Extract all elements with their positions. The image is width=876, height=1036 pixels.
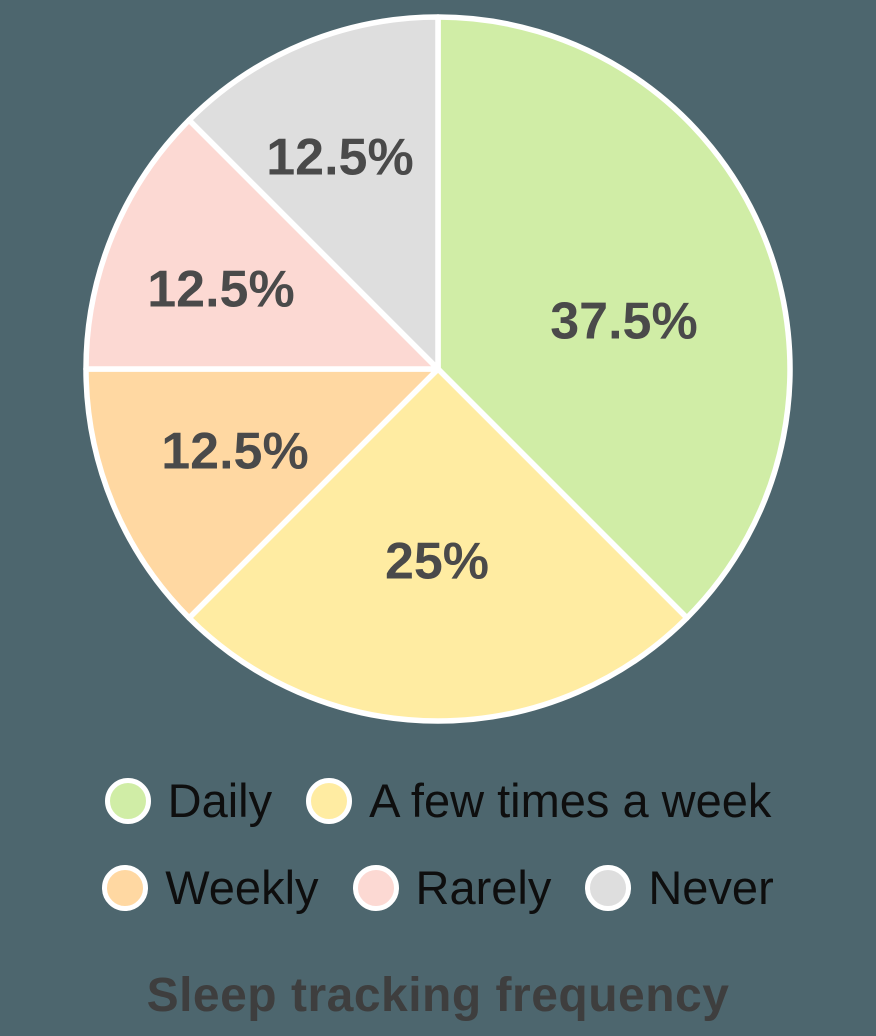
chart-legend: Daily A few times a week Weekly Rarely Never	[0, 772, 876, 917]
legend-label: A few times a week	[369, 774, 772, 827]
pie-slice-a-few-times-a-week	[186, 366, 690, 724]
legend-swatch-icon	[352, 864, 399, 911]
legend-swatch-icon	[306, 777, 353, 824]
legend-swatch-icon	[585, 864, 632, 911]
legend-label: Daily	[167, 774, 273, 827]
pie-slice-rarely	[83, 117, 441, 372]
legend-row-2: Weekly Rarely Never	[102, 859, 774, 916]
legend-item-weekly: Weekly	[102, 859, 319, 916]
chart-title: Sleep tracking frequency	[146, 969, 730, 1022]
legend-row-1: Daily A few times a week	[104, 772, 771, 829]
pie-slice-daily	[435, 14, 793, 621]
pie-label-never: 12.5%	[266, 129, 413, 187]
pie-label-a-few-times-a-week: 25%	[385, 533, 489, 591]
legend-item-daily: Daily	[104, 772, 273, 829]
legend-label: Rarely	[415, 861, 552, 915]
legend-label: Never	[648, 861, 774, 915]
pie-label-daily: 37.5%	[550, 293, 697, 351]
pie-chart: 37.5% 25% 12.5% 12.5% 12.5%	[83, 14, 793, 724]
legend-label: Weekly	[165, 861, 319, 915]
legend-swatch-icon	[104, 777, 151, 824]
legend-item-never: Never	[585, 859, 774, 916]
pie-label-weekly: 12.5%	[161, 423, 308, 481]
legend-item-a-few-times-a-week: A few times a week	[306, 772, 771, 829]
legend-item-rarely: Rarely	[352, 859, 552, 916]
legend-swatch-icon	[102, 864, 149, 911]
pie-label-rarely: 12.5%	[147, 261, 294, 319]
pie-slice-never	[186, 14, 441, 372]
pie-slice-weekly	[83, 366, 441, 621]
